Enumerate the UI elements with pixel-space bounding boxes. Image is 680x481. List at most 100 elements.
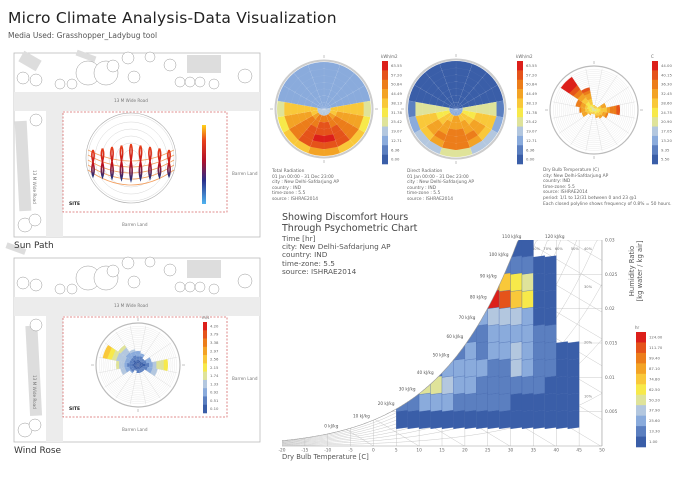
rose-petal-segment xyxy=(135,365,138,367)
road-label-horizontal: 13 M Wide Road xyxy=(114,98,148,103)
altitude-ring xyxy=(94,121,168,195)
legend-swatch xyxy=(203,330,207,339)
heatmap-cell xyxy=(533,358,545,378)
y-tick-label: 0.025 xyxy=(605,272,618,278)
info-line: time-zone : 5.5 xyxy=(407,191,441,197)
legend-value: 2.15 xyxy=(210,365,219,370)
heatmap-cell xyxy=(499,324,511,344)
rose-petal-segment xyxy=(593,106,595,108)
heatmap-cell xyxy=(544,307,557,326)
direction-line xyxy=(552,101,595,111)
y-tick-label: 0.005 xyxy=(605,409,618,415)
rose-petal-segment xyxy=(582,90,591,96)
info-line: Direct Radiation xyxy=(407,169,443,174)
rose-petal-segment xyxy=(584,108,587,112)
rose-petal-segment xyxy=(589,101,593,106)
rose-petal-segment xyxy=(593,113,595,115)
tree xyxy=(106,264,120,278)
legend-swatch xyxy=(203,338,207,348)
rose-petal-segment xyxy=(594,110,597,113)
info-line: country: IND xyxy=(282,250,328,260)
heatmap-cell xyxy=(464,375,477,395)
legend-unit: C xyxy=(651,54,654,59)
y-tick-label: 0.015 xyxy=(605,341,618,347)
rose-petal-segment xyxy=(577,93,586,102)
building-block xyxy=(14,120,32,212)
tree xyxy=(194,281,206,293)
analemma-loop xyxy=(157,148,162,180)
rose-petal-segment xyxy=(598,111,602,115)
heatmap-cell xyxy=(533,255,545,275)
rose-petal-segment xyxy=(137,368,139,370)
heatmap-cell xyxy=(533,341,545,361)
rose-petal-segment xyxy=(593,111,595,112)
enthalpy-line xyxy=(510,258,602,313)
dome-patch xyxy=(469,140,487,155)
heatmap-cell xyxy=(499,289,511,309)
heatmap-cell xyxy=(510,375,523,395)
heatmap-cell xyxy=(510,255,523,275)
tree xyxy=(28,213,42,227)
rose-petal-segment xyxy=(136,365,138,367)
heatmap-cell xyxy=(487,410,500,429)
enthalpy-label: 30 kJ/kg xyxy=(399,386,416,391)
frequency-ring xyxy=(553,69,635,151)
heatmap-cell xyxy=(533,272,545,292)
legend-value: 4.20 xyxy=(210,323,219,328)
rose-petal-segment xyxy=(137,367,139,369)
building-block xyxy=(18,50,42,72)
legend-swatch xyxy=(652,154,658,165)
heatmap-cell xyxy=(464,324,477,344)
legend-value: 19.07 xyxy=(526,129,537,134)
rose-petal-segment xyxy=(609,106,614,114)
legend-swatch xyxy=(652,70,658,81)
wind-rose-label: Wind Rose xyxy=(14,446,62,456)
rose-petal-segment xyxy=(595,110,598,113)
rose-petal-segment xyxy=(594,106,596,108)
rose-petal-segment xyxy=(139,366,142,369)
rose-petal-segment xyxy=(591,111,593,113)
tree xyxy=(106,59,120,73)
barren-land-right: Barren Land xyxy=(232,171,258,176)
dome-patch xyxy=(293,139,311,154)
legend-value: 3.79 xyxy=(210,332,219,337)
heatmap-cell xyxy=(407,375,420,395)
heatmap-cell xyxy=(510,324,523,344)
legend-value: 12.71 xyxy=(391,138,402,143)
x-tick-label: 15 xyxy=(439,448,445,454)
day-path-arc xyxy=(87,159,175,174)
rose-petal-segment xyxy=(118,345,127,354)
rose-petal-segment xyxy=(145,362,150,368)
rose-petal-segment xyxy=(138,363,139,365)
heatmap-cell xyxy=(533,324,545,344)
info-line: Each closed polyline shows frequency of … xyxy=(543,201,672,207)
legend-swatch xyxy=(636,352,646,364)
dome-patch xyxy=(363,100,372,118)
heatmap-cell xyxy=(453,410,465,429)
rose-petal-segment xyxy=(135,368,138,371)
road-label-vertical: 13 M Wide Road xyxy=(32,375,37,409)
building-block xyxy=(5,242,27,255)
rose-petal-segment xyxy=(597,108,601,112)
rose-petal-segment xyxy=(595,107,597,109)
legend-swatch xyxy=(517,89,523,99)
info-line: period: 1/1 to 12/31 between 0 and 23 @1 xyxy=(543,195,637,201)
title-line: Showing Discomfort Hours xyxy=(282,212,409,223)
rose-petal-segment xyxy=(120,368,125,376)
rose-petal-segment xyxy=(592,109,594,111)
psychrometric-info: Time [hr] city: New Delhi-Safdarjung AP … xyxy=(282,234,391,276)
direction-line xyxy=(115,364,139,399)
rose-petal-segment xyxy=(120,347,128,355)
legend-value: 63.55 xyxy=(526,63,537,68)
tree xyxy=(66,78,78,90)
heatmap-cell xyxy=(499,392,511,412)
tree xyxy=(174,76,186,88)
legend-swatch xyxy=(517,98,523,109)
day-path-arc xyxy=(87,169,175,186)
direction-line xyxy=(593,68,603,111)
frequency-ring xyxy=(106,333,170,397)
rose-petal-segment xyxy=(139,369,142,372)
legend-swatch xyxy=(636,332,646,343)
road-vertical xyxy=(46,316,63,442)
frequency-ring xyxy=(562,78,626,142)
